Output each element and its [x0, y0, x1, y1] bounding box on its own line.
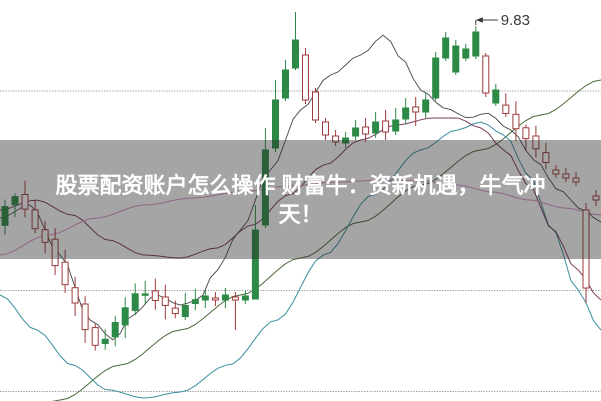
svg-text:9.83: 9.83: [501, 12, 530, 29]
